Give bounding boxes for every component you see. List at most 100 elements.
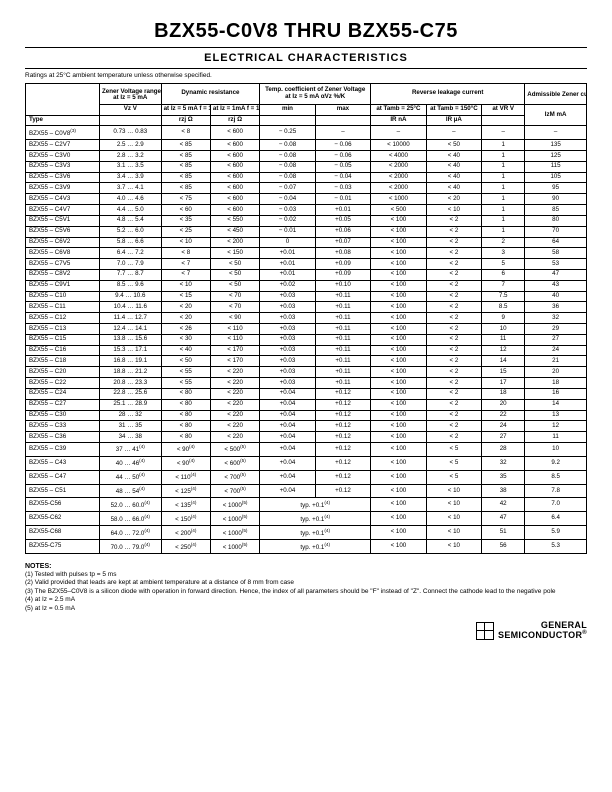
cell: 17 <box>482 378 525 389</box>
cell: < 85 <box>161 183 210 194</box>
cell: +0.12 <box>315 421 370 432</box>
cell: < 5 <box>426 442 481 456</box>
cell: < 40 <box>426 172 481 183</box>
hdr-dynres: Dynamic resistance <box>161 84 260 105</box>
cell: < 2 <box>426 410 481 421</box>
cell: +0.12 <box>315 470 370 484</box>
cell: < 40 <box>426 161 481 172</box>
cell: 7 <box>482 280 525 291</box>
rule-sub <box>25 68 587 69</box>
cell: 9.4 … 10.6 <box>99 291 161 302</box>
hdr-max: max <box>315 104 370 115</box>
cell: < 200(4) <box>161 526 210 540</box>
cell: − 0.06 <box>315 151 370 162</box>
cell: − 0.08 <box>260 151 315 162</box>
cell: +0.11 <box>315 356 370 367</box>
cell: < 2 <box>426 302 481 313</box>
cell: < 220 <box>210 378 259 389</box>
cell: +0.03 <box>260 367 315 378</box>
note-line: (3) The BZX55–C0V8 is a silicon diode wi… <box>25 588 587 596</box>
cell: < 250(4) <box>161 540 210 554</box>
cell: +0.11 <box>315 291 370 302</box>
cell: < 5 <box>426 456 481 470</box>
notes-block: NOTES: (1) Tested with pulses tp = 5 ms … <box>25 562 587 613</box>
cell: < 220 <box>210 410 259 421</box>
cell: < 2 <box>426 259 481 270</box>
cell: < 150(4) <box>161 512 210 526</box>
cell: < 500 <box>371 205 426 216</box>
cell: < 600 <box>210 172 259 183</box>
cell: 28 … 32 <box>99 410 161 421</box>
cell: +0.01 <box>260 269 315 280</box>
cell: BZX55 – C5V1 <box>26 215 100 226</box>
cell: +0.05 <box>315 215 370 226</box>
cell: < 1000(5) <box>210 526 259 540</box>
cell: 10 <box>525 442 587 456</box>
cell: < 1000 <box>371 194 426 205</box>
cell: 4.4 … 5.0 <box>99 205 161 216</box>
cell: < 2 <box>426 226 481 237</box>
cell: < 100 <box>371 410 426 421</box>
cell: BZX55 – C3V6 <box>26 172 100 183</box>
cell: < 50 <box>210 280 259 291</box>
cell: typ. +0.1(4) <box>260 512 371 526</box>
table-row: BZX55 – C4V74.4 … 5.0< 60< 600− 0.03+0.0… <box>26 205 587 216</box>
cell: < 2 <box>426 313 481 324</box>
cell: 9.2 <box>525 456 587 470</box>
cell: 135 <box>525 140 587 151</box>
table-row: BZX55 – C5V65.2 … 6.0< 25< 450− 0.01+0.0… <box>26 226 587 237</box>
cell: +0.02 <box>260 280 315 291</box>
cell: +0.04 <box>260 470 315 484</box>
cell: < 15 <box>161 291 210 302</box>
cell: < 80 <box>161 410 210 421</box>
cell: BZX55-C62 <box>26 512 100 526</box>
cell: < 7 <box>161 259 210 270</box>
cell: < 20 <box>161 302 210 313</box>
cell: − 0.04 <box>315 172 370 183</box>
table-row: BZX55-C6864.0 … 72.0(4)< 200(4)< 1000(5)… <box>26 526 587 540</box>
table-row: BZX55 – C1211.4 … 12.7< 20< 90+0.03+0.11… <box>26 313 587 324</box>
cell: 95 <box>525 183 587 194</box>
cell: < 100 <box>371 269 426 280</box>
cell: 105 <box>525 172 587 183</box>
table-row: BZX55 – C4V34.0 … 4.6< 75< 600− 0.04− 0.… <box>26 194 587 205</box>
cell: < 100 <box>371 399 426 410</box>
cell: 13 <box>525 410 587 421</box>
cell: < 100 <box>371 215 426 226</box>
cell: − 0.04 <box>260 194 315 205</box>
cell: BZX55 – C2V7 <box>26 140 100 151</box>
note-line: (2) Valid provided that leads are kept a… <box>25 579 587 587</box>
cell: BZX55-C56 <box>26 498 100 512</box>
cell: < 85 <box>161 161 210 172</box>
cell: < 500(5) <box>210 442 259 456</box>
cell: 64 <box>525 237 587 248</box>
cell: < 100 <box>371 324 426 335</box>
cell: < 60 <box>161 205 210 216</box>
table-row: BZX55-C6258.0 … 66.0(4)< 150(4)< 1000(5)… <box>26 512 587 526</box>
cell: − 0.02 <box>260 215 315 226</box>
cell: 1 <box>482 183 525 194</box>
cell: < 600 <box>210 183 259 194</box>
cell: − 0.03 <box>260 205 315 216</box>
cell: BZX55 – C3V9 <box>26 183 100 194</box>
cell: < 90(4) <box>161 442 210 456</box>
cell: 1 <box>482 151 525 162</box>
cell: 5.8 … 6.6 <box>99 237 161 248</box>
cell: 7.5 <box>482 291 525 302</box>
cell: 80 <box>525 215 587 226</box>
cell: +0.12 <box>315 399 370 410</box>
cell: 115 <box>525 161 587 172</box>
cell: < 80 <box>161 399 210 410</box>
cell: 42 <box>482 498 525 512</box>
cell: BZX55 – C6V8 <box>26 248 100 259</box>
cell: < 50 <box>426 140 481 151</box>
cell: 47 <box>482 512 525 526</box>
cell: 3.7 … 4.1 <box>99 183 161 194</box>
cell: < 50 <box>210 259 259 270</box>
cell: 11 <box>482 334 525 345</box>
cell: +0.04 <box>260 432 315 443</box>
cell: < 90(4) <box>161 456 210 470</box>
cell: 31 … 35 <box>99 421 161 432</box>
cell: +0.04 <box>260 399 315 410</box>
table-row: BZX55 – C3V63.4 … 3.9< 85< 600− 0.08− 0.… <box>26 172 587 183</box>
